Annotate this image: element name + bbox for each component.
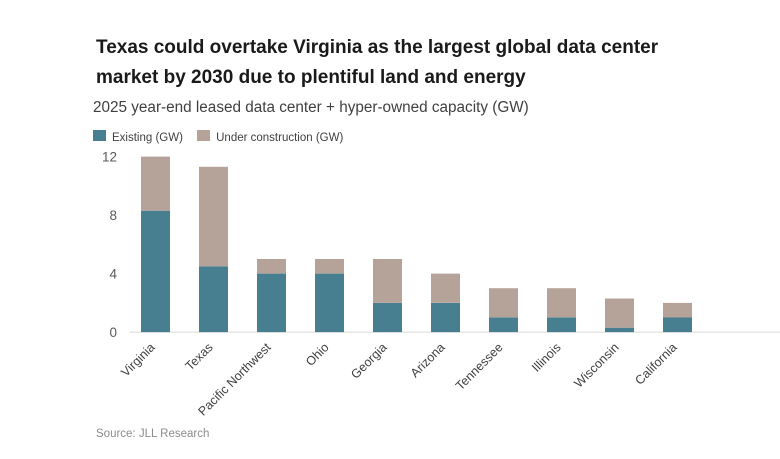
svg-text:12: 12 bbox=[102, 150, 117, 165]
svg-text:4: 4 bbox=[109, 267, 117, 282]
svg-text:Texas: Texas bbox=[183, 340, 216, 373]
svg-text:0: 0 bbox=[109, 325, 117, 340]
svg-text:8: 8 bbox=[109, 208, 117, 223]
svg-text:Tennessee: Tennessee bbox=[453, 340, 506, 393]
svg-text:California: California bbox=[632, 340, 679, 387]
svg-text:Arizona: Arizona bbox=[408, 340, 448, 380]
svg-text:Illinois: Illinois bbox=[529, 340, 563, 374]
svg-text:Ohio: Ohio bbox=[303, 340, 332, 369]
svg-text:Virginia: Virginia bbox=[118, 340, 157, 379]
svg-text:Georgia: Georgia bbox=[348, 340, 389, 381]
svg-text:Wisconsin: Wisconsin bbox=[571, 340, 621, 390]
